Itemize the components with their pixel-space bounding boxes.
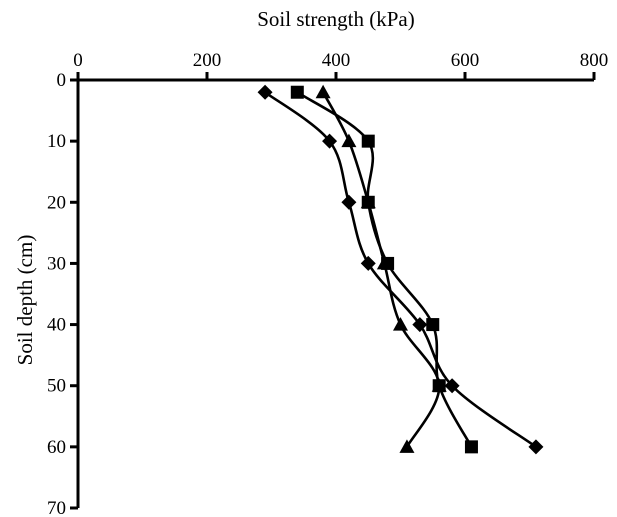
triangle-point-depth-50: [431, 378, 447, 392]
y-tick-label-0: 0: [57, 70, 67, 91]
y-tick-label-70: 70: [47, 498, 66, 517]
diamond-point-depth-20: [341, 194, 357, 210]
x-tick-label-600: 600: [451, 50, 480, 71]
triangle-point-depth-60: [399, 439, 415, 453]
y-axis-title: Soil depth (cm): [13, 235, 37, 366]
triangle-point-depth-30: [376, 255, 392, 270]
y-tick-label-30: 30: [47, 253, 66, 274]
diamond-point-depth-30: [360, 255, 376, 271]
triangle-point-depth-2: [315, 84, 331, 99]
series-diamond: [257, 84, 544, 455]
diamond-point-depth-50: [444, 378, 460, 394]
series-square: [290, 85, 478, 454]
y-tick-label-20: 20: [47, 192, 66, 213]
x-tick-label-800: 800: [580, 50, 609, 71]
x-tick-label-0: 0: [73, 50, 83, 71]
triangle-point-depth-40: [393, 317, 408, 331]
diamond-point-depth-10: [322, 133, 338, 149]
series-triangle: [315, 84, 447, 453]
square-point-depth-10: [361, 134, 375, 148]
diamond-point-depth-2: [257, 84, 273, 100]
x-axis-title: Soil strength (kPa): [257, 7, 415, 31]
series-line-diamond: [264, 91, 537, 448]
series-layer: [257, 84, 544, 455]
axes: 0 200 400 600 800 0 10 20 30 40 50 60 70: [47, 50, 608, 517]
y-tick-label-60: 60: [47, 437, 66, 458]
square-point-depth-40: [426, 318, 440, 332]
diamond-point-depth-60: [528, 439, 544, 455]
y-tick-label-40: 40: [47, 315, 66, 336]
diamond-point-depth-40: [412, 317, 428, 333]
y-tick-label-10: 10: [47, 131, 66, 152]
square-point-depth-2: [290, 85, 304, 99]
square-point-depth-60: [464, 440, 478, 454]
x-tick-label-400: 400: [322, 50, 351, 71]
x-tick-label-200: 200: [193, 50, 222, 71]
triangle-point-depth-10: [341, 133, 357, 148]
triangle-point-depth-20: [360, 194, 376, 209]
y-tick-label-50: 50: [47, 376, 66, 397]
